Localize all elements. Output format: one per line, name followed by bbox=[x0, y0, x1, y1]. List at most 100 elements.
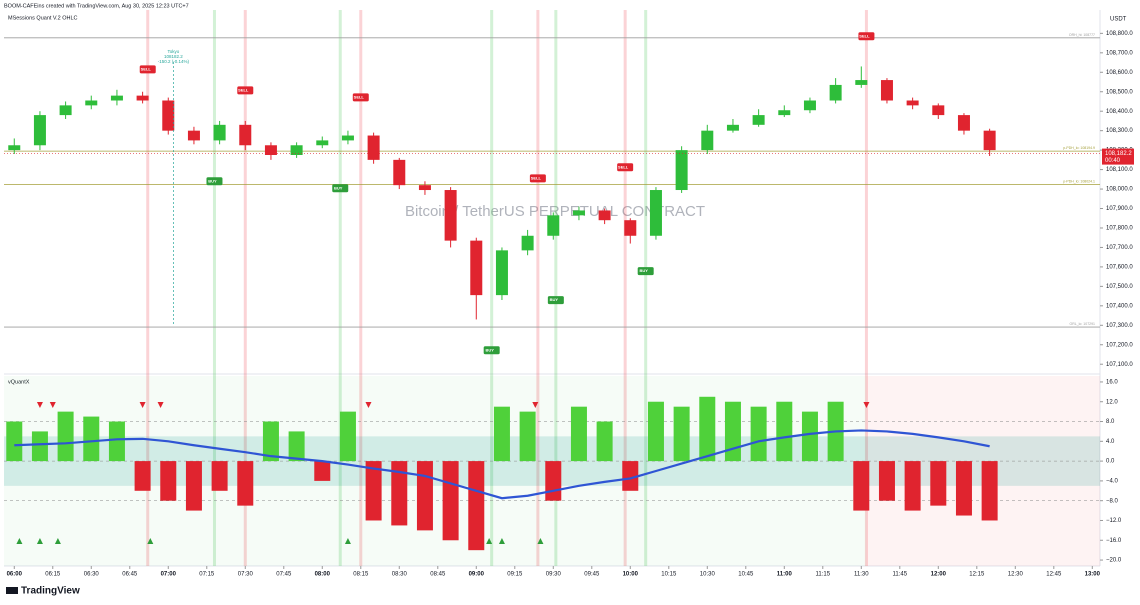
level-label: p-PDH_lo: 108024.1 bbox=[1063, 179, 1095, 183]
time-label: 07:15 bbox=[199, 572, 215, 578]
candle-body bbox=[8, 145, 21, 151]
time-label: 13:00 bbox=[1085, 572, 1101, 578]
currency: USDT bbox=[1110, 17, 1127, 23]
price-label: 107,700.0 bbox=[1106, 245, 1133, 251]
histogram-bar bbox=[930, 461, 947, 506]
price-label: 107,900.0 bbox=[1106, 206, 1133, 212]
price-label: 107,300.0 bbox=[1106, 323, 1133, 329]
logo[interactable]: TradingView bbox=[6, 586, 80, 597]
osc-label: −20.0 bbox=[1106, 558, 1122, 564]
histogram-bar bbox=[699, 396, 716, 462]
price-label: 108,600.0 bbox=[1106, 70, 1133, 76]
buy-marker bbox=[147, 538, 154, 544]
tooltip-price: 108182.2 bbox=[164, 54, 183, 59]
buy-marker bbox=[36, 538, 43, 544]
candle-body bbox=[649, 190, 662, 236]
signal-label: SELL bbox=[141, 66, 152, 71]
candle-body bbox=[470, 240, 483, 296]
signal-label: SELL bbox=[859, 33, 870, 38]
buy-marker bbox=[54, 538, 61, 544]
histogram-bar bbox=[6, 421, 23, 462]
watermark: Bitcoin / TetherUS PERPETUAL CONTRACT bbox=[405, 203, 705, 220]
histogram-bar bbox=[160, 461, 177, 501]
signal-column bbox=[243, 10, 247, 566]
signal-label: BUY bbox=[639, 268, 648, 273]
histogram-bar bbox=[314, 461, 331, 481]
histogram-bar bbox=[57, 411, 74, 462]
histogram-bar bbox=[545, 461, 562, 501]
candle-body bbox=[880, 80, 893, 101]
signal-label: SELL bbox=[354, 94, 365, 99]
osc-label: 0.0 bbox=[1106, 459, 1115, 465]
signal-badge bbox=[139, 65, 156, 74]
signal-badge bbox=[529, 174, 546, 183]
countdown: 00:40 bbox=[1105, 158, 1121, 164]
candle-body bbox=[85, 100, 98, 106]
histogram-bar bbox=[288, 431, 305, 462]
osc-label: 16.0 bbox=[1106, 380, 1118, 386]
histogram-bar bbox=[622, 461, 639, 491]
candle-body bbox=[110, 95, 123, 101]
candle-body bbox=[316, 140, 329, 146]
signal-column bbox=[146, 10, 150, 566]
time-label: 11:15 bbox=[816, 572, 831, 578]
signal-column bbox=[623, 10, 627, 566]
time-label: 11:30 bbox=[854, 572, 869, 578]
time-label: 07:30 bbox=[238, 572, 254, 578]
candle-body bbox=[264, 145, 277, 155]
buy-marker bbox=[537, 538, 544, 544]
osc-label: −12.0 bbox=[1106, 518, 1122, 524]
attribution: BOOM-CAFEins created with TradingView.co… bbox=[4, 3, 189, 9]
signal-column bbox=[644, 10, 648, 566]
candle-body bbox=[957, 115, 970, 131]
candle-body bbox=[341, 135, 354, 141]
time-label: 12:15 bbox=[969, 572, 985, 578]
tooltip-title: Tokyo bbox=[168, 49, 180, 54]
candle-body bbox=[675, 150, 688, 191]
signal-column bbox=[338, 10, 342, 566]
candle-body bbox=[59, 105, 72, 116]
time-label: 11:45 bbox=[893, 572, 908, 578]
sell-marker bbox=[365, 402, 372, 408]
osc-label: −4.0 bbox=[1106, 478, 1119, 484]
signal-label: SELL bbox=[238, 87, 249, 92]
price-label: 107,400.0 bbox=[1106, 303, 1133, 309]
histogram-bar bbox=[904, 461, 921, 511]
histogram-bar bbox=[211, 461, 228, 491]
histogram-bar bbox=[801, 411, 818, 462]
signal-label: BUY bbox=[550, 297, 559, 302]
signal-column bbox=[359, 10, 363, 566]
time-label: 09:45 bbox=[584, 572, 600, 578]
signal-label: BUY bbox=[208, 178, 217, 183]
time-label: 06:00 bbox=[7, 572, 23, 578]
time-label: 12:45 bbox=[1046, 572, 1062, 578]
osc-label: −16.0 bbox=[1106, 538, 1122, 544]
histogram-bar bbox=[878, 461, 895, 501]
signal-column bbox=[212, 10, 216, 566]
price-label: 107,500.0 bbox=[1106, 284, 1133, 290]
histogram-bar bbox=[391, 461, 408, 526]
candle-body bbox=[983, 130, 996, 151]
candle-body bbox=[778, 110, 791, 116]
signal-badge bbox=[547, 296, 564, 305]
histogram-bar bbox=[493, 406, 510, 462]
pane-title[interactable]: vQuantX bbox=[8, 379, 30, 385]
osc-label: 8.0 bbox=[1106, 419, 1115, 425]
indicator-legend[interactable]: MSessions Quant V.2 OHLC bbox=[8, 15, 78, 21]
candle-body bbox=[752, 115, 765, 125]
price-label: 107,800.0 bbox=[1106, 226, 1133, 232]
candle-body bbox=[136, 95, 149, 101]
candle-body bbox=[187, 130, 200, 141]
candle-body bbox=[418, 185, 431, 191]
sell-marker bbox=[157, 402, 164, 408]
logo-text: TradingView bbox=[21, 586, 80, 597]
signal-badge bbox=[617, 163, 634, 172]
signal-column bbox=[490, 10, 494, 566]
histogram-bar bbox=[442, 461, 459, 541]
signal-column bbox=[536, 10, 540, 566]
candle-body bbox=[213, 124, 226, 141]
histogram-bar bbox=[570, 406, 587, 462]
signal-badge bbox=[637, 267, 654, 276]
histogram-bar bbox=[776, 401, 793, 462]
last-price-tag bbox=[1102, 148, 1134, 165]
